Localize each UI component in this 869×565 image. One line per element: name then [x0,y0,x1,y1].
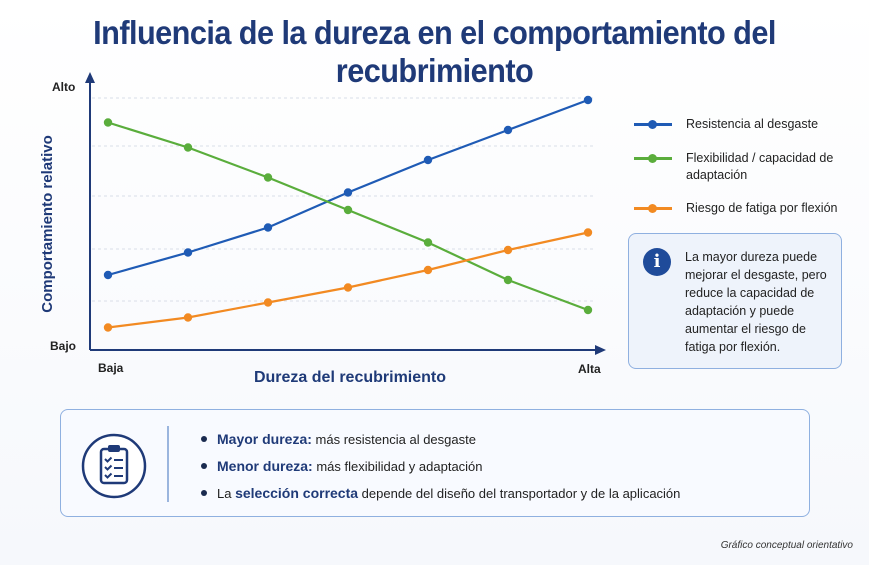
x-axis-title: Dureza del recubrimiento [254,369,446,386]
data-point [263,223,273,232]
x-tick-label-low: Baja [98,361,124,375]
chart-title: Influencia de la dureza en el comportami… [93,14,776,89]
y-axis-arrow [85,72,95,83]
x-axis-arrow [595,345,606,355]
info-icon: i [643,248,671,276]
data-point [183,248,193,257]
data-point [503,275,513,285]
data-point [583,228,593,237]
summary-box: Mayor dureza: más resistencia al desgast… [60,409,810,517]
data-point [183,143,193,152]
legend-swatch [634,204,672,212]
legend-swatch [634,120,672,128]
data-point [183,313,193,322]
data-point [103,323,113,332]
y-axis-title: Comportamiento relativo [39,135,56,313]
y-tick-label-high: Alto [52,80,75,94]
legend: Resistencia al desgaste Flexibilidad / c… [634,114,859,232]
data-point [423,265,433,275]
data-point [103,270,113,280]
axes [85,72,606,355]
data-point [583,95,593,105]
axis-labels: Alto Bajo Baja Alta Dureza del recubrimiento… [39,80,601,386]
legend-swatch [634,154,672,162]
grid-lines [92,97,596,302]
data-point [343,205,353,215]
legend-label: Riesgo de fatiga por flexión [686,201,838,215]
data-point [423,238,433,247]
legend-item-resistencia: Resistencia al desgaste [634,114,859,138]
summary-divider [167,426,169,502]
summary-item: La selección correcta depende del diseño… [201,482,680,509]
legend-label: Resistencia al desgaste [686,117,819,131]
data-point [503,245,513,255]
info-box: i La mayor dureza puede mejorar el desga… [628,233,842,369]
series-lines [103,95,593,332]
x-tick-label-high: Alta [578,362,601,376]
summary-list: Mayor dureza: más resistencia al desgast… [201,428,680,509]
data-point [263,173,273,182]
chart-plot: Alto Bajo Baja Alta Dureza del recubrimiento… [39,72,606,386]
data-point [583,305,593,315]
data-point [343,188,353,197]
data-point [423,155,433,165]
clipboard-checklist-icon [81,433,147,499]
data-point [343,283,353,292]
info-text: La mayor dureza puede mejorar el desgast… [685,250,827,354]
footnote: Gráfico conceptual orientativo [720,540,853,551]
y-tick-label-low: Bajo [50,339,76,353]
legend-item-riesgo: Riesgo de fatiga por flexión [634,198,859,222]
data-point [503,125,513,135]
legend-label: Flexibilidad / capacidad de adaptación [686,151,834,182]
data-point [103,118,113,127]
summary-item: Mayor dureza: más resistencia al desgast… [201,428,680,455]
data-point [263,298,273,307]
series-line [107,231,589,329]
summary-item: Menor dureza: más flexibilidad y adaptac… [201,455,680,482]
series-line [107,121,589,312]
legend-item-flexibilidad: Flexibilidad / capacidad de adaptación [634,148,859,188]
